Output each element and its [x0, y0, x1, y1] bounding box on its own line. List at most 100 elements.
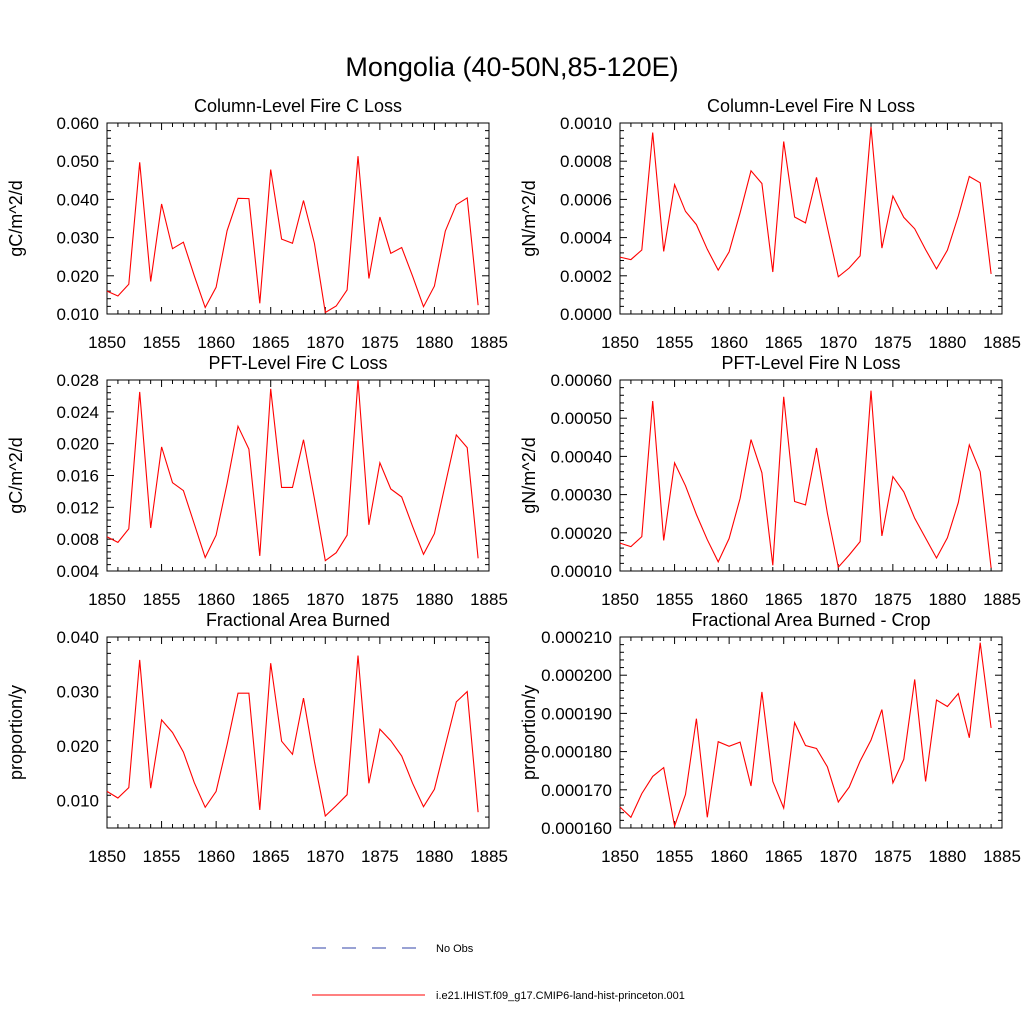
y-tick-label: 0.000170: [541, 781, 612, 800]
x-tick-label: 1885: [470, 333, 508, 352]
y-tick-label: 0.016: [56, 467, 99, 486]
x-tick-label: 1855: [656, 847, 694, 866]
x-tick-label: 1875: [874, 333, 912, 352]
x-tick-label: 1870: [819, 590, 857, 609]
x-tick-label: 1860: [710, 847, 748, 866]
chart-panel: Column-Level Fire N Loss gN/m^2/d 1850 1855…: [519, 96, 1021, 352]
x-tick-label: 1885: [983, 333, 1021, 352]
series-line: [106, 655, 479, 818]
x-tick-label: 1880: [416, 333, 454, 352]
x-tick-label: 1885: [470, 590, 508, 609]
y-tick-label: 0.000180: [541, 743, 612, 762]
x-tick-label: 1865: [252, 333, 290, 352]
x-tick-label: 1870: [819, 333, 857, 352]
y-tick-label: 0.0000: [560, 305, 612, 324]
y-tick-label: 0.040: [56, 190, 99, 209]
chart-panel: Column-Level Fire C Loss gC/m^2/d 1850 1855…: [6, 96, 508, 352]
x-tick-label: 1865: [765, 847, 803, 866]
chart-panel: PFT-Level Fire C Loss gC/m^2/d 1850 1855 186…: [6, 353, 508, 609]
y-tick-label: 0.012: [56, 498, 99, 517]
x-tick-label: 1860: [710, 333, 748, 352]
x-tick-label: 1850: [601, 590, 639, 609]
y-tick-label: 0.010: [56, 305, 99, 324]
y-tick-label: 0.00010: [551, 562, 612, 581]
x-tick-label: 1850: [601, 333, 639, 352]
y-tick-label: 0.020: [56, 267, 99, 286]
x-tick-label: 1875: [361, 590, 399, 609]
x-tick-label: 1855: [143, 847, 181, 866]
panel-title: Fractional Area Burned: [206, 610, 390, 630]
y-tick-label: 0.0006: [560, 190, 612, 209]
series-line: [619, 390, 992, 569]
panel-title: Column-Level Fire C Loss: [194, 96, 402, 116]
chart-panel: PFT-Level Fire N Loss gN/m^2/d 1850 1855 186…: [519, 353, 1021, 609]
x-tick-label: 1870: [306, 333, 344, 352]
x-tick-label: 1880: [929, 590, 967, 609]
y-tick-label: 0.000160: [541, 819, 612, 838]
y-tick-label: 0.010: [56, 792, 99, 811]
y-axis-label: gN/m^2/d: [519, 180, 539, 256]
x-tick-label: 1860: [197, 847, 235, 866]
series-line: [106, 156, 479, 314]
x-tick-label: 1885: [983, 847, 1021, 866]
x-tick-label: 1865: [252, 590, 290, 609]
x-tick-label: 1860: [710, 590, 748, 609]
plot-frame: [106, 122, 490, 315]
x-tick-label: 1875: [361, 333, 399, 352]
y-tick-label: 0.008: [56, 530, 99, 549]
chart-panel: Fractional Area Burned proportion/y 1850 18…: [6, 610, 508, 866]
y-tick-label: 0.020: [56, 435, 99, 454]
plot-frame: [106, 636, 490, 829]
x-tick-label: 1850: [88, 333, 126, 352]
y-axis-label: gN/m^2/d: [519, 437, 539, 513]
x-tick-label: 1860: [197, 590, 235, 609]
x-tick-label: 1870: [819, 847, 857, 866]
x-tick-label: 1855: [656, 590, 694, 609]
x-tick-label: 1850: [88, 847, 126, 866]
x-tick-label: 1875: [361, 847, 399, 866]
x-tick-label: 1880: [929, 847, 967, 866]
panel-title: Fractional Area Burned - Crop: [691, 610, 930, 630]
legend: No Obs i.e21.IHIST.f09_g17.CMIP6-land-his…: [312, 943, 685, 1002]
y-tick-label: 0.020: [56, 737, 99, 756]
y-axis-label: gC/m^2/d: [6, 437, 26, 513]
y-axis-label: proportion/y: [6, 685, 26, 780]
x-tick-label: 1865: [252, 847, 290, 866]
series-line: [106, 379, 479, 562]
y-tick-label: 0.050: [56, 152, 99, 171]
plot-frame: [619, 636, 1003, 829]
x-tick-label: 1850: [88, 590, 126, 609]
y-tick-label: 0.030: [56, 683, 99, 702]
y-tick-label: 0.00060: [551, 371, 612, 390]
panel-title: PFT-Level Fire N Loss: [721, 353, 900, 373]
panel-title: PFT-Level Fire C Loss: [208, 353, 387, 373]
y-axis-label: gC/m^2/d: [6, 180, 26, 256]
y-tick-label: 0.040: [56, 628, 99, 647]
plot-frame: [619, 122, 1003, 315]
y-tick-label: 0.060: [56, 114, 99, 133]
series-line: [619, 126, 992, 278]
plot-frame: [619, 379, 1003, 572]
x-tick-label: 1885: [983, 590, 1021, 609]
y-tick-label: 0.00020: [551, 524, 612, 543]
y-tick-label: 0.024: [56, 403, 99, 422]
x-tick-label: 1870: [306, 590, 344, 609]
x-tick-label: 1880: [416, 590, 454, 609]
x-tick-label: 1860: [197, 333, 235, 352]
x-tick-label: 1850: [601, 847, 639, 866]
x-tick-label: 1855: [656, 333, 694, 352]
y-tick-label: 0.000200: [541, 666, 612, 685]
x-tick-label: 1875: [874, 590, 912, 609]
x-tick-label: 1865: [765, 590, 803, 609]
y-tick-label: 0.0004: [560, 229, 612, 248]
y-tick-label: 0.00040: [551, 447, 612, 466]
y-tick-label: 0.0010: [560, 114, 612, 133]
panel-title: Column-Level Fire N Loss: [707, 96, 915, 116]
x-tick-label: 1875: [874, 847, 912, 866]
x-tick-label: 1880: [929, 333, 967, 352]
plot-frame: [106, 379, 490, 572]
x-tick-label: 1855: [143, 590, 181, 609]
y-tick-label: 0.00050: [551, 409, 612, 428]
y-tick-label: 0.0002: [560, 267, 612, 286]
